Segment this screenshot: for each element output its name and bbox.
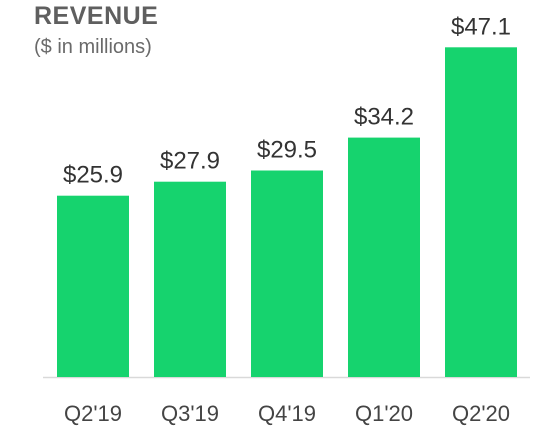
- data-label-1: $27.9: [160, 148, 220, 175]
- bar-3: [348, 137, 420, 377]
- data-label-4: $47.1: [451, 13, 511, 40]
- data-label-3: $34.2: [354, 104, 414, 131]
- bar-2: [251, 170, 323, 377]
- chart-subtitle: ($ in millions): [34, 36, 152, 58]
- x-tick-label-1: Q3'19: [161, 401, 219, 426]
- bar-4: [445, 47, 517, 378]
- data-label-2: $29.5: [257, 137, 317, 164]
- x-tick-label-4: Q2'20: [452, 401, 510, 426]
- chart-title: REVENUE: [34, 2, 159, 30]
- x-tick-label-0: Q2'19: [64, 401, 122, 426]
- bar-0: [57, 195, 129, 377]
- data-label-0: $25.9: [63, 162, 123, 189]
- x-tick-label-3: Q1'20: [355, 401, 413, 426]
- x-tick-label-2: Q4'19: [258, 401, 316, 426]
- bar-1: [154, 181, 226, 377]
